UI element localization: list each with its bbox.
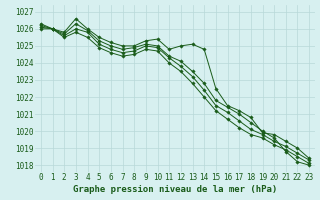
X-axis label: Graphe pression niveau de la mer (hPa): Graphe pression niveau de la mer (hPa) bbox=[73, 185, 277, 194]
